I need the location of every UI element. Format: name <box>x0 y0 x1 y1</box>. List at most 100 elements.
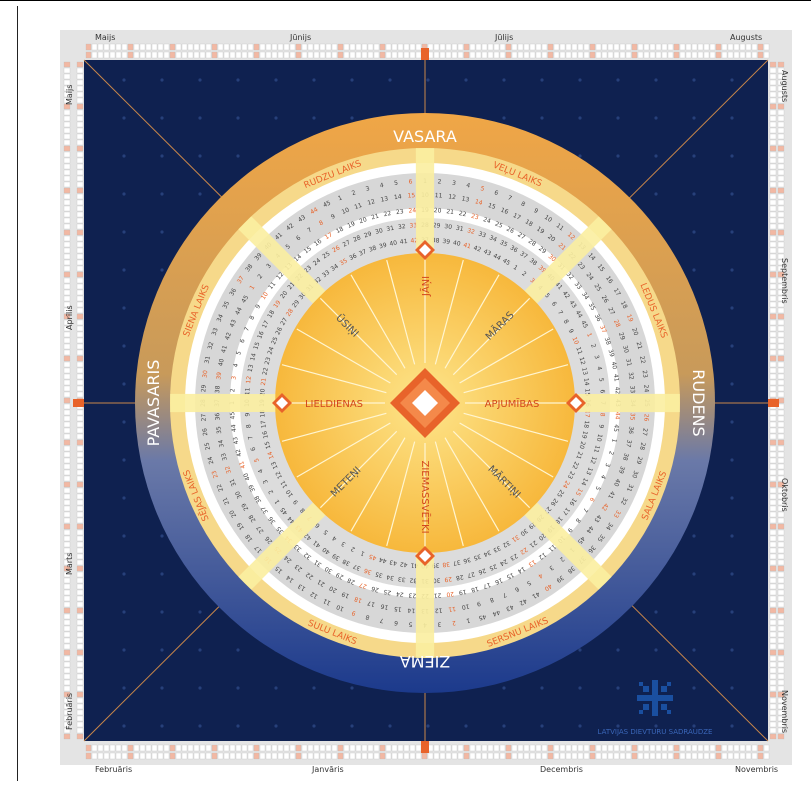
svg-text:20: 20 <box>228 509 238 519</box>
svg-text:8: 8 <box>299 506 307 514</box>
svg-text:41: 41 <box>410 561 418 568</box>
svg-text:13: 13 <box>297 582 307 592</box>
svg-text:22: 22 <box>638 355 646 364</box>
svg-text:20: 20 <box>630 327 639 337</box>
svg-text:34: 34 <box>386 573 395 581</box>
svg-text:35: 35 <box>596 533 606 543</box>
svg-text:18: 18 <box>582 420 590 429</box>
svg-text:8: 8 <box>562 318 570 325</box>
svg-text:4: 4 <box>595 366 603 371</box>
svg-text:24: 24 <box>498 557 508 567</box>
svg-text:27: 27 <box>342 239 352 249</box>
diamond-top <box>415 240 435 260</box>
svg-text:3: 3 <box>593 354 601 360</box>
svg-text:25: 25 <box>488 562 498 571</box>
season-top-label: VASARA <box>393 127 457 146</box>
svg-text:45: 45 <box>579 320 589 330</box>
diamond-bottom <box>415 546 435 566</box>
svg-text:2: 2 <box>558 555 566 563</box>
svg-text:1: 1 <box>337 194 343 202</box>
svg-text:3: 3 <box>548 564 555 572</box>
svg-text:15: 15 <box>407 192 415 199</box>
svg-text:15: 15 <box>596 263 606 273</box>
svg-text:20: 20 <box>358 216 368 225</box>
svg-text:6: 6 <box>239 338 247 344</box>
svg-text:23: 23 <box>264 356 273 365</box>
svg-text:23: 23 <box>303 264 313 274</box>
month-top-4: Augusts <box>730 33 762 42</box>
svg-text:30: 30 <box>298 291 308 301</box>
svg-text:25: 25 <box>383 588 392 596</box>
svg-text:38: 38 <box>368 245 378 254</box>
svg-text:5: 5 <box>253 457 261 463</box>
svg-text:2: 2 <box>607 450 615 456</box>
svg-text:13: 13 <box>380 195 389 203</box>
svg-text:20: 20 <box>446 590 455 598</box>
svg-text:10: 10 <box>260 291 270 301</box>
month-top-3: Jūlijs <box>494 33 513 42</box>
svg-text:22: 22 <box>570 460 579 470</box>
svg-text:31: 31 <box>204 355 212 364</box>
svg-text:9: 9 <box>566 526 574 534</box>
svg-text:27: 27 <box>516 231 526 241</box>
svg-text:3: 3 <box>265 262 273 270</box>
svg-text:33: 33 <box>321 269 331 279</box>
center-ornament <box>390 368 460 438</box>
svg-text:32: 32 <box>207 341 216 350</box>
svg-text:19: 19 <box>535 225 545 235</box>
svg-text:32: 32 <box>619 496 629 506</box>
svg-text:4: 4 <box>599 474 607 480</box>
marker-bottom <box>421 741 429 753</box>
svg-text:35: 35 <box>499 239 509 249</box>
svg-text:20: 20 <box>537 531 547 541</box>
svg-text:38: 38 <box>528 257 538 267</box>
svg-text:9: 9 <box>244 412 251 416</box>
svg-text:3: 3 <box>365 185 371 193</box>
svg-text:19: 19 <box>341 590 351 599</box>
svg-text:11: 11 <box>555 222 565 232</box>
svg-text:9: 9 <box>597 424 604 429</box>
svg-text:15: 15 <box>393 605 402 613</box>
svg-text:8: 8 <box>574 517 582 524</box>
svg-text:5: 5 <box>235 350 243 356</box>
svg-text:18: 18 <box>353 595 363 604</box>
svg-text:12: 12 <box>274 470 284 480</box>
svg-text:17: 17 <box>324 231 334 241</box>
svg-text:35: 35 <box>374 570 383 579</box>
svg-text:33: 33 <box>573 281 583 291</box>
svg-text:39: 39 <box>331 552 341 562</box>
svg-text:42: 42 <box>472 245 482 254</box>
month-left-2: Aprīlis <box>65 305 74 330</box>
svg-text:2: 2 <box>350 545 357 553</box>
svg-text:6: 6 <box>588 496 596 503</box>
svg-text:1: 1 <box>512 264 519 272</box>
svg-text:2: 2 <box>451 619 456 626</box>
svg-text:15: 15 <box>487 202 497 211</box>
svg-text:18: 18 <box>259 409 266 417</box>
svg-text:6: 6 <box>314 521 322 529</box>
svg-text:35: 35 <box>222 300 232 310</box>
svg-text:14: 14 <box>267 450 276 460</box>
svg-text:43: 43 <box>568 299 578 309</box>
svg-text:25: 25 <box>204 442 212 451</box>
svg-text:16: 16 <box>256 330 265 340</box>
svg-text:20: 20 <box>546 233 556 243</box>
svg-text:26: 26 <box>201 427 209 436</box>
svg-text:40: 40 <box>321 545 331 555</box>
svg-text:14: 14 <box>516 565 526 575</box>
svg-text:6: 6 <box>493 189 499 197</box>
month-left-3: Marts <box>65 553 74 575</box>
svg-text:4: 4 <box>257 468 265 474</box>
svg-text:17: 17 <box>367 599 376 608</box>
svg-text:38: 38 <box>341 557 351 567</box>
svg-text:13: 13 <box>247 364 255 373</box>
svg-text:31: 31 <box>624 358 632 367</box>
svg-text:10: 10 <box>570 336 579 346</box>
svg-text:29: 29 <box>291 299 301 309</box>
svg-text:39: 39 <box>537 264 547 274</box>
svg-text:12: 12 <box>566 231 576 241</box>
svg-text:21: 21 <box>557 242 567 252</box>
svg-text:30: 30 <box>621 345 630 354</box>
svg-text:29: 29 <box>635 456 644 465</box>
svg-text:13: 13 <box>527 558 537 568</box>
